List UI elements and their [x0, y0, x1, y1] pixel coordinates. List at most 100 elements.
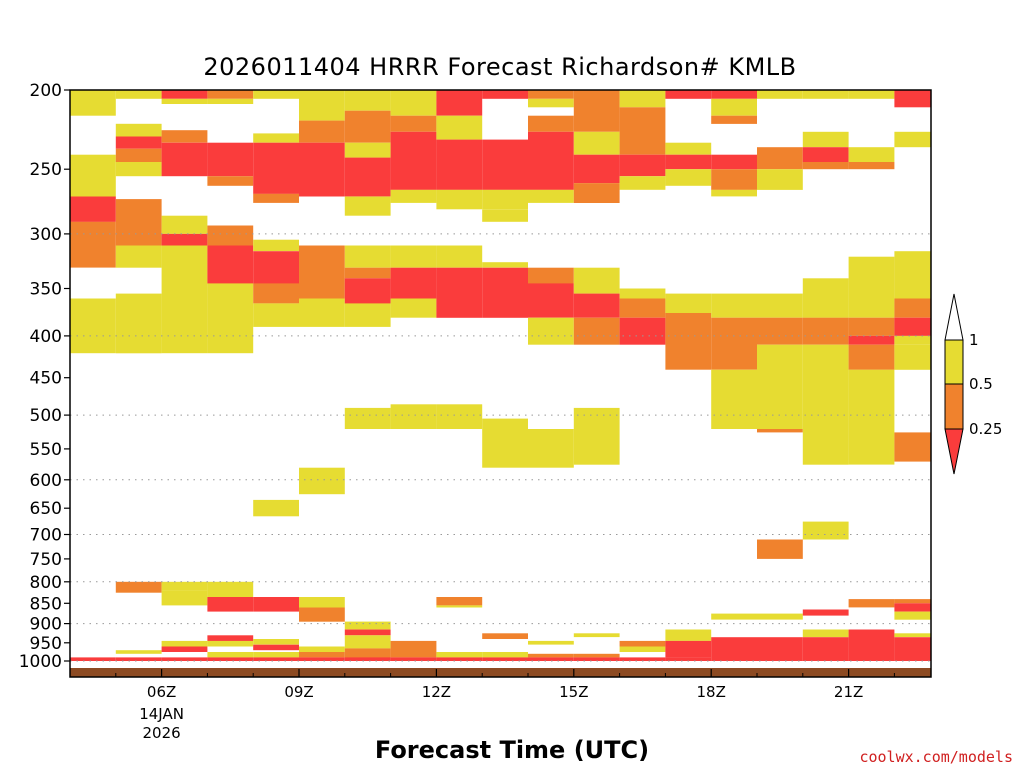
heatmap-cell: [528, 267, 574, 284]
heatmap-cell: [344, 196, 391, 216]
legend-label: 0.25: [969, 420, 1002, 438]
heatmap-cell: [573, 183, 620, 203]
heatmap-cell: [757, 539, 803, 559]
heatmap-cell: [894, 90, 931, 108]
heatmap-cell: [482, 90, 528, 99]
x-axis-label: Forecast Time (UTC): [375, 736, 649, 764]
heatmap-cell: [115, 148, 162, 162]
heatmap-cell: [436, 267, 483, 318]
heatmap-cell: [848, 629, 895, 661]
heatmap-cell: [161, 657, 208, 661]
heatmap-cell: [848, 90, 895, 99]
heatmap-cell: [711, 637, 757, 658]
y-tick-label: 850: [30, 594, 62, 614]
heatmap-cell: [70, 196, 116, 222]
heatmap-cell: [436, 657, 483, 661]
heatmap-cell: [344, 90, 391, 111]
heatmap-cell: [344, 267, 391, 279]
heatmap-cell: [390, 267, 437, 299]
heatmap-cell: [757, 293, 803, 318]
heatmap-cell: [894, 637, 931, 661]
heatmap-cell: [894, 432, 931, 462]
heatmap-cell: [757, 344, 803, 429]
heatmap-cell: [848, 335, 895, 345]
colorbar-legend: 1 0.5 0.25: [944, 293, 1002, 475]
heatmap-cell: [802, 609, 849, 616]
heatmap-cell: [894, 298, 931, 318]
heatmap-cell: [115, 123, 162, 137]
heatmap-cell: [619, 90, 666, 108]
heatmap-cell: [436, 139, 483, 190]
heatmap-cell: [436, 90, 483, 116]
heatmap-cell: [161, 245, 208, 284]
heatmap-cell: [711, 657, 757, 661]
heatmap-cell: [253, 90, 299, 99]
heatmap-cell: [207, 176, 254, 186]
heatmap-cell: [253, 644, 299, 651]
heatmap-cell: [115, 650, 162, 654]
heatmap-cell: [207, 657, 254, 661]
heatmap-cell: [344, 245, 391, 268]
heatmap-cell: [390, 657, 437, 661]
heatmap-cell: [619, 176, 666, 190]
heatmap-cell: [528, 317, 574, 345]
heatmap-cell: [436, 597, 483, 606]
heatmap-cell: [573, 657, 620, 661]
heatmap-cell: [482, 418, 528, 468]
heatmap-cell: [619, 154, 666, 177]
y-tick-label: 800: [30, 573, 62, 593]
y-tick-label: 500: [30, 406, 62, 426]
heatmap-cell: [482, 262, 528, 268]
heatmap-cell: [390, 90, 437, 116]
heatmap-cell: [528, 653, 574, 658]
heatmap-cell: [711, 293, 757, 318]
heatmap-cell: [573, 154, 620, 184]
heatmap-cell: [207, 640, 254, 647]
heatmap-cell: [848, 369, 895, 465]
heatmap-cell: [161, 130, 208, 143]
heatmap-cell: [344, 657, 391, 661]
x-year-label: 2026: [143, 724, 181, 742]
heatmap-cell: [573, 90, 620, 132]
heatmap-cell: [848, 162, 895, 170]
heatmap-cell: [253, 133, 299, 143]
heatmap-cell: [299, 283, 345, 299]
heatmap-cell: [299, 245, 345, 284]
heatmap-cell: [390, 131, 437, 190]
y-tick-label: 200: [30, 81, 62, 101]
y-tick-label: 600: [30, 471, 62, 491]
heatmap-cell: [848, 147, 895, 162]
heatmap-cell: [619, 317, 666, 345]
heatmap-cell: [344, 629, 391, 636]
heatmap-cell: [573, 653, 620, 658]
heatmap-cell: [802, 278, 849, 318]
heatmap-cell: [528, 98, 574, 108]
legend-swatch-below-0.25: [944, 428, 964, 475]
heatmap-cell: [207, 283, 254, 354]
heatmap-cell: [665, 154, 712, 170]
heatmap-cell: [299, 597, 345, 608]
legend-label: 0.5: [969, 375, 993, 393]
heatmap-cell: [161, 233, 208, 246]
x-tick-label: 09Z: [284, 683, 313, 701]
heatmap-cell: [207, 597, 254, 612]
heatmap-cell: [344, 142, 391, 158]
heatmap-cell: [299, 142, 345, 197]
heatmap-cell: [757, 613, 803, 620]
heatmap-cell: [665, 169, 712, 186]
heatmap-cell: [802, 637, 849, 661]
heatmap-cell: [757, 169, 803, 190]
heatmap-cell: [802, 147, 849, 162]
heatmap-cell: [482, 139, 528, 190]
heatmap-cell: [482, 189, 528, 210]
heatmap-cell: [848, 599, 895, 608]
plot-frame: [69, 89, 932, 678]
heatmap-cell: [390, 115, 437, 132]
heatmap-cell: [115, 581, 162, 593]
heatmap-cell: [711, 154, 757, 170]
legend-label: 1: [969, 331, 979, 349]
y-tick-label: 250: [30, 160, 62, 180]
heatmap-cell: [665, 657, 712, 661]
heatmap-cell: [802, 90, 849, 99]
legend-swatch-0.5-1: [944, 339, 964, 385]
